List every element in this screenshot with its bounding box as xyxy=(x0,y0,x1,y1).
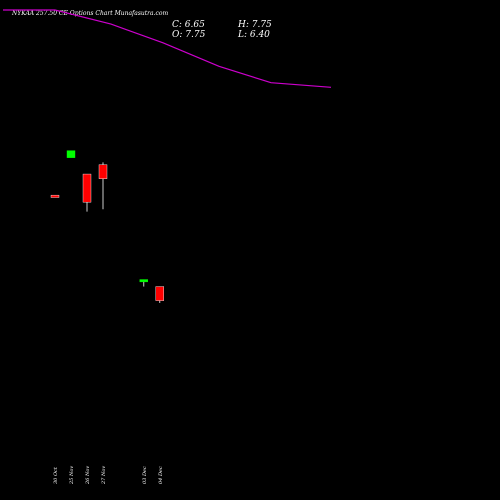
x-tick-label: 03 Dec xyxy=(142,466,148,484)
x-tick-label: 25 Nov xyxy=(69,466,75,485)
low-value: L: 6.40 xyxy=(237,30,270,40)
candle xyxy=(50,194,60,198)
x-tick-label: 27 Nov xyxy=(101,466,107,485)
candle-body xyxy=(50,194,60,198)
x-tick-label: 30 Oct xyxy=(53,466,59,484)
candle xyxy=(139,279,149,287)
indicator-line-2 xyxy=(3,9,332,88)
candle-body xyxy=(66,150,76,158)
x-tick-label: 26 Nov xyxy=(85,466,91,485)
candle-body xyxy=(82,173,92,203)
candle-body xyxy=(98,164,108,179)
x-tick-label: 04 Dec xyxy=(158,466,164,484)
candles xyxy=(50,150,165,303)
candle xyxy=(98,162,108,210)
candle-body xyxy=(139,279,149,283)
candle xyxy=(155,286,165,303)
candle xyxy=(66,150,76,158)
candle-body xyxy=(155,286,165,301)
indicator-lines xyxy=(3,9,332,88)
chart-title: NYKAA 257.50 CE Options Chart Munafasutr… xyxy=(11,10,169,17)
open-value: O: 7.75 xyxy=(172,30,206,40)
x-axis-ticks: 30 Oct 25 Nov 26 Nov 27 Nov 03 Dec 04 Dec xyxy=(53,466,164,485)
close-value: C: 6.65 xyxy=(172,20,205,30)
candle xyxy=(82,173,92,212)
high-value: H: 7.75 xyxy=(237,20,272,30)
